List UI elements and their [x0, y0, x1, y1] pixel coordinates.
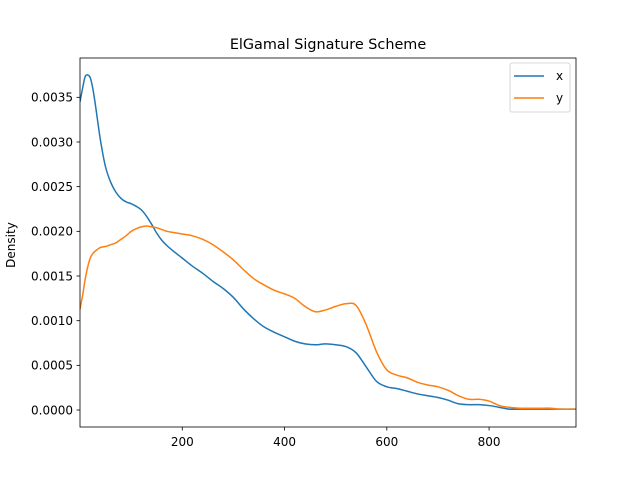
- y-tick-label: 0.0020: [31, 225, 73, 239]
- y-tick-label: 0.0025: [31, 180, 73, 194]
- legend-label-x: x: [556, 69, 563, 83]
- x-tick-label: 400: [273, 435, 296, 449]
- y-tick-label: 0.0015: [31, 269, 73, 283]
- x-axis-ticks: 200 400 600 800: [171, 427, 501, 449]
- series-line-y: [80, 225, 576, 410]
- series-layer: [80, 74, 576, 411]
- y-tick-label: 0.0010: [31, 314, 73, 328]
- y-axis-ticks: 0.0000 0.0005 0.0010 0.0015 0.0020 0.0025 0.00…: [31, 91, 80, 417]
- legend-label-y: y: [556, 91, 563, 105]
- series-line-x: [80, 74, 576, 411]
- x-tick-label: 800: [478, 435, 501, 449]
- y-tick-label: 0.0005: [31, 359, 73, 373]
- chart-title: ElGamal Signature Scheme: [230, 37, 427, 53]
- x-tick-label: 600: [375, 435, 398, 449]
- plot-area-frame: [79, 57, 577, 428]
- y-tick-label: 0.0000: [31, 403, 73, 417]
- y-axis-label: Density: [4, 222, 18, 268]
- y-tick-label: 0.0030: [31, 135, 73, 149]
- y-tick-label: 0.0035: [31, 91, 73, 105]
- x-tick-label: 200: [171, 435, 194, 449]
- chart-legend: x y: [509, 62, 571, 113]
